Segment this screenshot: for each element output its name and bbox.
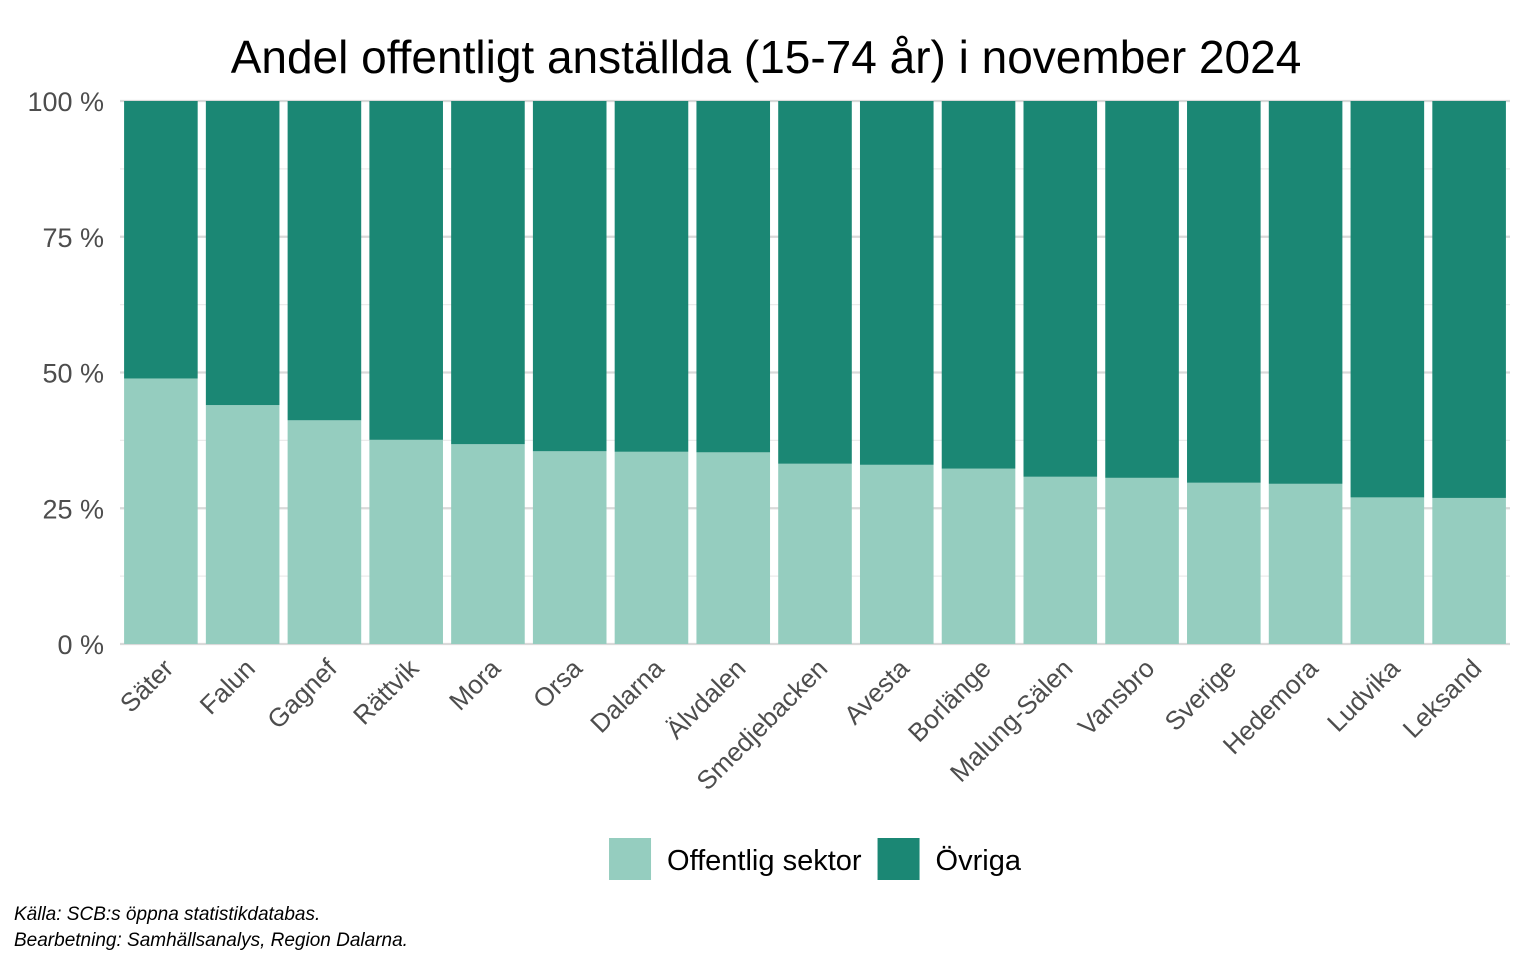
bar-ovriga <box>1350 101 1425 498</box>
x-tick-label: Avesta <box>838 653 915 730</box>
y-tick-label: 100 % <box>27 87 104 117</box>
bar-ovriga <box>1268 101 1343 484</box>
bar-ovriga <box>1432 101 1506 498</box>
bar-offentlig-sektor <box>614 451 689 644</box>
x-tick-label: Gagnef <box>261 652 343 734</box>
y-tick-label: 75 % <box>42 223 104 253</box>
bar-ovriga <box>369 101 443 440</box>
legend-label: Offentlig sektor <box>667 845 862 877</box>
x-tick-label: Leksand <box>1397 653 1488 744</box>
legend-key <box>877 838 920 880</box>
bar-offentlig-sektor <box>1268 483 1343 644</box>
bar-offentlig-sektor <box>369 439 443 644</box>
bar-offentlig-sektor <box>1105 477 1179 644</box>
x-tick-label: Säter <box>114 653 179 718</box>
bar-ovriga <box>451 101 525 445</box>
bar-offentlig-sektor <box>1023 476 1098 644</box>
bar-offentlig-sektor <box>859 464 934 644</box>
bar-ovriga <box>1023 101 1098 477</box>
bar-ovriga <box>1187 101 1261 483</box>
bar-ovriga <box>941 101 1016 469</box>
bar-offentlig-sektor <box>696 452 771 644</box>
x-tick-label: Ludvika <box>1321 653 1406 738</box>
x-tick-label: Falun <box>194 653 261 720</box>
legend-key <box>609 838 652 880</box>
bar-offentlig-sektor <box>532 451 607 644</box>
bar-ovriga <box>124 101 198 379</box>
x-tick-label: Mora <box>443 653 506 716</box>
bar-offentlig-sektor <box>205 405 280 644</box>
y-tick-label: 0 % <box>57 630 104 660</box>
caption: Källa: SCB:s öppna statistikdatabas. Bea… <box>14 904 408 951</box>
bar-offentlig-sektor <box>1432 497 1506 644</box>
bar-ovriga <box>532 101 607 452</box>
bars <box>124 101 1506 644</box>
x-tick-label: Orsa <box>527 653 588 714</box>
y-axis-ticks: 0 % 25 % 50 % 75 % 100 % <box>27 87 104 660</box>
chart-title: Andel offentligt anställda (15-74 år) i … <box>231 31 1302 83</box>
y-tick-label: 25 % <box>42 494 104 524</box>
bar-ovriga <box>696 101 771 453</box>
caption-source: Källa: SCB:s öppna statistikdatabas. <box>14 904 320 925</box>
x-tick-label: Dalarna <box>584 653 670 739</box>
x-tick-label: Vansbro <box>1072 653 1160 741</box>
bar-ovriga <box>205 101 280 406</box>
bar-ovriga <box>778 101 852 464</box>
x-axis-ticks: Säter Falun Gagnef Rättvik Mora OrsaDalarnaÄl… <box>114 652 1487 796</box>
bar-offentlig-sektor <box>287 420 362 644</box>
bar-offentlig-sektor <box>778 463 852 644</box>
x-tick-label: Sverige <box>1159 653 1243 737</box>
bar-ovriga <box>859 101 934 465</box>
y-tick-label: 50 % <box>42 359 104 389</box>
bar-offentlig-sektor <box>1187 482 1261 644</box>
bar-ovriga <box>287 101 362 421</box>
bar-ovriga <box>614 101 689 452</box>
bar-offentlig-sektor <box>124 378 198 644</box>
bar-offentlig-sektor <box>941 468 1016 644</box>
caption-processing: Bearbetning: Samhällsanalys, Region Dala… <box>14 930 408 951</box>
legend-label: Övriga <box>936 845 1022 877</box>
bar-offentlig-sektor <box>451 444 525 644</box>
x-tick-label: Rättvik <box>347 652 425 730</box>
legend: Offentlig sektor Övriga <box>609 838 1022 880</box>
bar-ovriga <box>1105 101 1179 478</box>
bar-offentlig-sektor <box>1350 497 1425 644</box>
